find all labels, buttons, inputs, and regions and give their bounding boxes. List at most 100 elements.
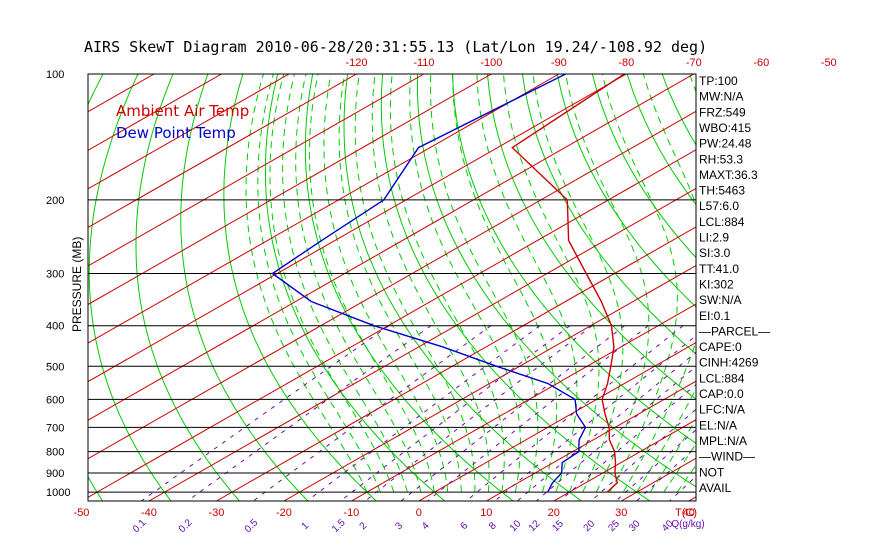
isotherm-line	[553, 419, 696, 501]
bottom-temp-tick-label: -20	[276, 507, 292, 519]
isotherm-line	[88, 74, 290, 190]
bottom-temp-tick-label: 20	[548, 507, 560, 519]
stability-index-item: PW:24.48	[699, 137, 752, 151]
pressure-tick-label: 500	[46, 361, 64, 373]
stability-index-item: LFC:N/A	[699, 403, 745, 417]
dry-adiabat-line	[180, 74, 309, 501]
isotherm-line	[88, 74, 357, 228]
mixing-ratio-line	[427, 325, 649, 501]
moist-adiabat-line	[371, 74, 490, 493]
dry-adiabat-line	[304, 74, 514, 501]
isotherm-line	[88, 110, 696, 460]
moist-adiabat-line	[282, 74, 408, 493]
top-temp-tick-label: -120	[345, 57, 367, 69]
mixing-ratio-line	[253, 325, 492, 501]
mixing-ratio-line	[559, 384, 696, 501]
mixing-ratio-layer	[141, 325, 696, 501]
chart-title: AIRS SkewT Diagram 2010-06-28/20:31:55.1…	[84, 38, 707, 56]
stability-index-item: MPL:N/A	[699, 434, 747, 448]
pressure-tick-label: 400	[46, 321, 64, 333]
stability-index-item: LI:2.9	[699, 231, 729, 245]
moist-adiabat-line	[295, 74, 422, 493]
stability-index-item: CINH:4269	[699, 356, 759, 370]
bottom-temp-tick-label: -10	[343, 507, 359, 519]
pressure-tick-label: 300	[46, 269, 64, 281]
mixing-ratio-line	[517, 351, 696, 501]
moist-adiabat-line	[452, 74, 558, 493]
isotherms-layer	[88, 74, 696, 501]
pressure-tick-label: 900	[46, 468, 64, 480]
isotherm-line	[88, 74, 695, 421]
legend-ambient-air-temp: Ambient Air Temp	[116, 102, 249, 120]
pressure-tick-label: 600	[46, 394, 64, 406]
stability-index-item: LCL:884	[699, 215, 745, 229]
mixing-ratio-line	[364, 325, 593, 501]
mixing-ratio-line	[465, 325, 684, 501]
bottom-temp-tick-label: 30	[615, 507, 627, 519]
y-axis-label: PRESSURE (MB)	[70, 237, 84, 332]
top-temp-tick-label: -70	[686, 57, 702, 69]
mixing-ratio-line	[400, 325, 625, 501]
isobars-layer	[88, 73, 696, 493]
isotherm-line	[88, 74, 425, 267]
bottom-temp-tick-label: 10	[480, 507, 492, 519]
moist-adiabat-line	[269, 74, 395, 493]
isotherm-line	[88, 74, 492, 306]
stability-index-item: SI:3.0	[699, 246, 731, 260]
moist-adiabat-line	[503, 74, 600, 493]
mixing-ratio-line	[535, 365, 696, 501]
pressure-tick-label: 1000	[46, 487, 70, 499]
moist-adiabat-line	[338, 74, 462, 493]
isotherm-line	[88, 74, 222, 151]
isotherm-line	[88, 74, 627, 383]
temperature-profile-line	[511, 74, 625, 493]
isotherm-line	[351, 303, 696, 501]
bottom-temp-tick-label: -30	[208, 507, 224, 519]
stability-index-item: NOT	[699, 465, 725, 479]
moist-adiabat-line	[323, 74, 449, 493]
isotherm-line	[148, 187, 696, 501]
stability-index-item: WBO:415	[699, 121, 751, 135]
moist-adiabat-line	[245, 74, 368, 493]
dry-adiabat-line	[591, 74, 696, 259]
dry-adiabat-line	[486, 74, 696, 400]
stability-index-item: EL:N/A	[699, 418, 737, 432]
bottom-temp-tick-label: -50	[74, 507, 90, 519]
moist-adiabat-line	[565, 74, 650, 493]
stability-index-item: TH:5463	[699, 184, 745, 198]
top-temp-tick-label: -50	[821, 57, 837, 69]
profiles-layer	[271, 74, 625, 493]
isotherm-line	[88, 74, 560, 344]
moist-adiabat-line	[354, 74, 476, 493]
stability-index-item: MW:N/A	[699, 90, 743, 104]
dry-adiabat-line	[135, 74, 240, 501]
moist-adiabat-line	[532, 74, 624, 493]
stability-index-item: MAXT:36.3	[699, 168, 758, 182]
dewpoint-profile-line	[271, 74, 587, 493]
stability-index-item: CAPE:0	[699, 340, 742, 354]
moist-adiabat-line	[430, 74, 539, 493]
moist-adiabat-line	[409, 74, 521, 493]
stability-index-item: SW:N/A	[699, 293, 741, 307]
bottom-temp-tick-label: 40	[683, 507, 695, 519]
top-temp-tick-label: -90	[551, 57, 567, 69]
stability-index-item: —WIND—	[699, 450, 755, 464]
moist-adiabat-line	[622, 74, 696, 493]
stability-index-item: KI:302	[699, 277, 734, 291]
dry-adiabat-line	[452, 74, 696, 444]
mixing-ratio-line	[669, 475, 696, 501]
dry-adiabat-line	[556, 74, 696, 308]
dry-adiabat-line	[88, 74, 172, 501]
stability-index-item: L57:6.0	[699, 199, 739, 213]
pressure-tick-label: 100	[46, 69, 64, 81]
mixing-ratio-unit-label: Q(g/kg)	[671, 519, 704, 530]
dry-adiabat-line	[343, 74, 582, 501]
stability-index-item: FRZ:549	[699, 105, 746, 119]
stability-index-item: RH:53.3	[699, 152, 743, 166]
stability-index-item: EI:0.1	[699, 309, 731, 323]
stability-index-item: TT:41.0	[699, 262, 739, 276]
isotherm-line	[418, 342, 696, 501]
